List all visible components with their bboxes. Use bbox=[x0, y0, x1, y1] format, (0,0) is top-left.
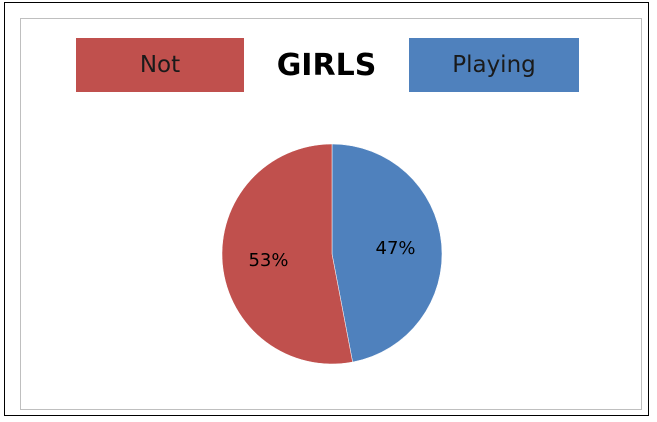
data-label-not: 53% bbox=[248, 250, 288, 271]
pie-slice-playing bbox=[331, 143, 443, 363]
legend-label-not: Not bbox=[139, 52, 181, 78]
legend-label-playing: Playing bbox=[452, 52, 536, 78]
data-label-playing: 47% bbox=[376, 238, 416, 259]
chart-title: GIRLS bbox=[276, 47, 377, 83]
pie-slice-not bbox=[221, 143, 353, 365]
legend-playing: Playing bbox=[409, 38, 579, 92]
legend-not: Not bbox=[76, 38, 244, 92]
